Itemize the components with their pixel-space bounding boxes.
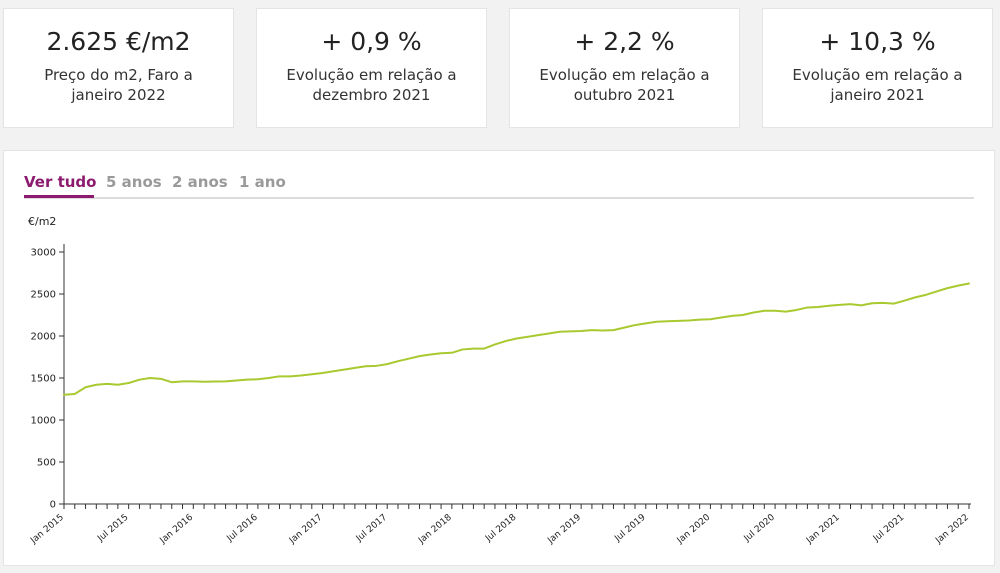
tab-1-year[interactable]: 1 ano [239,173,286,191]
x-tick-label: Jan 2019 [546,512,584,546]
price-line-chart: €/m2 0 500 1000 1500 2000 2500 3000 Jan 2015 Jul … [28,215,971,547]
stat-description: Preço do m2, Faro a janeiro 2022 [4,65,233,105]
stat-desc-line1: Preço do m2, Faro a [44,66,193,84]
x-tick-label: Jan 2022 [933,513,971,547]
x-tick-label: Jan 2021 [804,513,842,547]
tab-all[interactable]: Ver tudo [24,173,97,191]
stat-card-year: + 10,3 % Evolução em relação a janeiro 2… [762,8,993,128]
tab-2-years[interactable]: 2 anos [172,173,228,191]
x-tick-label: Jul 2015 [95,513,130,545]
tab-5-years[interactable]: 5 anos [106,173,162,191]
x-tick-label: Jul 2019 [612,512,647,544]
x-tick-label: Jul 2017 [354,513,389,545]
stat-desc-line2: outubro 2021 [573,86,676,104]
stat-description: Evolução em relação a janeiro 2021 [763,65,992,105]
stat-card-quarter: + 2,2 % Evolução em relação a outubro 20… [509,8,740,128]
stat-desc-line2: janeiro 2021 [830,86,925,104]
chart-panel: Ver tudo 5 anos 2 anos 1 ano €/m2 0 500 100… [3,150,995,566]
stat-desc-line2: dezembro 2021 [312,86,431,104]
x-tick-label: Jul 2020 [742,512,777,544]
stat-desc-line1: Evolução em relação a [792,66,963,84]
active-tab-indicator [24,195,94,198]
y-tick-label: 2500 [31,290,56,301]
stat-description: Evolução em relação a dezembro 2021 [257,65,486,105]
stat-value: + 2,2 % [574,27,675,56]
stat-description: Evolução em relação a outubro 2021 [510,65,739,105]
y-tick-label: 1500 [31,374,56,385]
stat-value: + 10,3 % [819,27,936,56]
stat-card-month: + 0,9 % Evolução em relação a dezembro 2… [256,8,487,128]
y-tick-label: 500 [37,458,56,469]
stat-desc-line2: janeiro 2022 [71,86,166,104]
x-tick-label: Jan 2017 [287,513,325,547]
y-tick-label: 2000 [31,332,56,343]
x-tick-label: Jul 2018 [483,512,518,544]
stat-card-price: 2.625 €/m2 Preço do m2, Faro a janeiro 2… [3,8,234,128]
y-tick-label: 3000 [31,248,56,259]
stat-desc-line1: Evolução em relação a [286,66,457,84]
x-tick-label: Jan 2020 [675,512,713,546]
x-tick-label: Jan 2015 [28,513,66,547]
stat-value: + 0,9 % [321,27,422,56]
y-tick-label: 1000 [31,416,56,427]
stat-desc-line1: Evolução em relação a [539,66,710,84]
range-tabs: Ver tudo 5 anos 2 anos 1 ano [24,173,974,199]
x-tick-label: Jan 2016 [158,512,196,546]
stat-value: 2.625 €/m2 [46,27,191,56]
y-tick-label: 0 [50,500,56,511]
x-tick-label: Jan 2018 [416,512,454,546]
y-axis-label: €/m2 [28,215,56,228]
x-tick-label: Jul 2021 [871,513,906,545]
x-tick-label: Jul 2016 [225,512,260,544]
series-line [63,282,970,396]
